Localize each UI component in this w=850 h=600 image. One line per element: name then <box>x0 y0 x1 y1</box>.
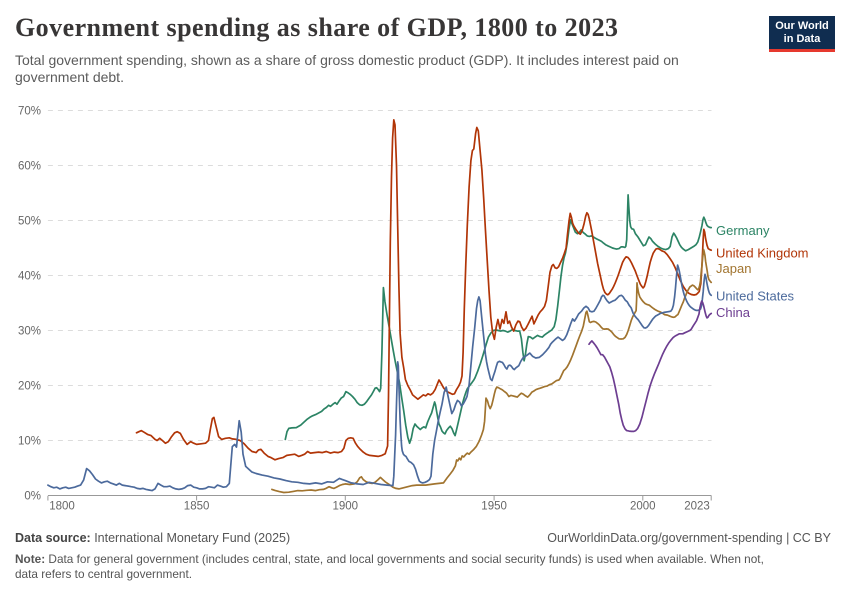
svg-text:60%: 60% <box>18 161 41 173</box>
svg-text:2023: 2023 <box>684 501 710 513</box>
svg-text:20%: 20% <box>18 381 41 393</box>
svg-text:1800: 1800 <box>49 501 75 513</box>
svg-text:United Kingdom: United Kingdom <box>716 246 809 261</box>
svg-text:United States: United States <box>716 289 795 304</box>
svg-text:Japan: Japan <box>716 261 751 276</box>
svg-text:10%: 10% <box>18 436 41 448</box>
svg-text:40%: 40% <box>18 271 41 283</box>
svg-text:Germany: Germany <box>716 223 770 238</box>
svg-text:1950: 1950 <box>481 501 507 513</box>
svg-text:0%: 0% <box>24 491 41 503</box>
svg-text:50%: 50% <box>18 216 41 228</box>
svg-text:1850: 1850 <box>184 501 210 513</box>
svg-text:30%: 30% <box>18 326 41 338</box>
svg-text:1900: 1900 <box>333 501 359 513</box>
svg-text:70%: 70% <box>18 106 41 118</box>
svg-text:China: China <box>716 305 751 320</box>
svg-text:2000: 2000 <box>630 501 656 513</box>
